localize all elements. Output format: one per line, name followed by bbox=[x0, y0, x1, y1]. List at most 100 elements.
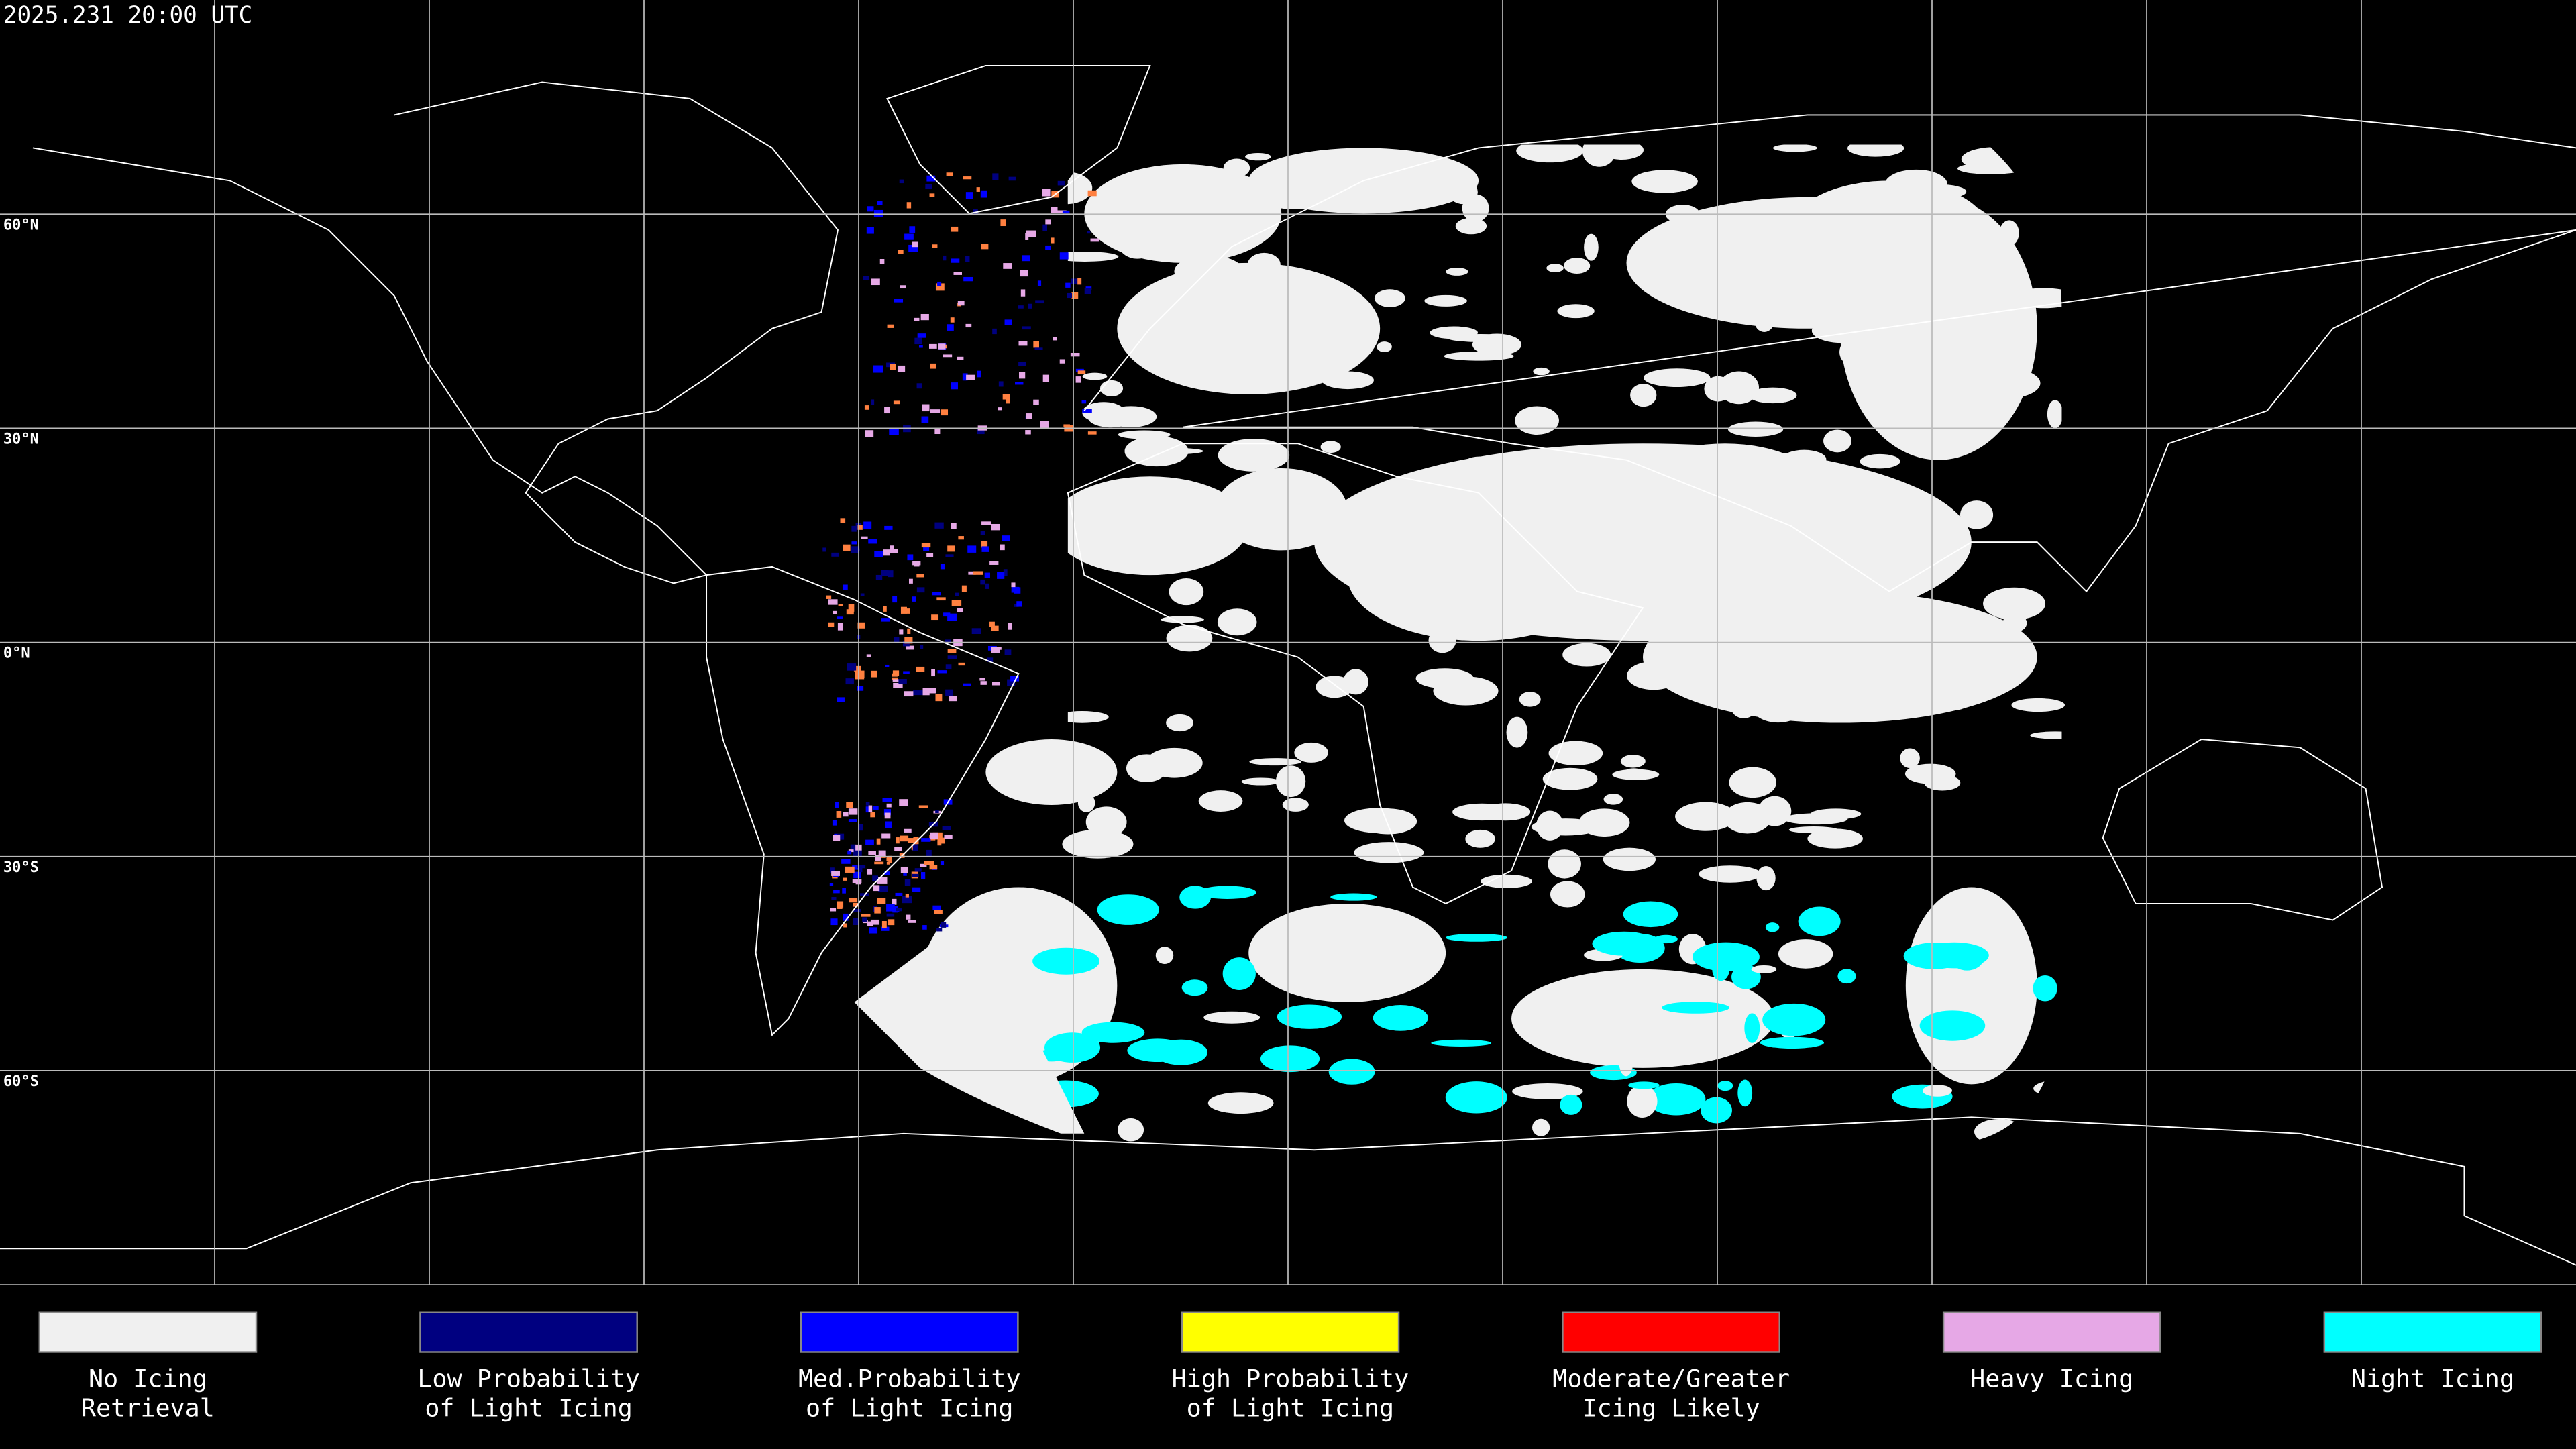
cloud-fragment bbox=[1294, 742, 1328, 763]
cloud-fragment bbox=[1402, 564, 1454, 584]
icing-pixel bbox=[904, 691, 914, 697]
cloud-fragment bbox=[1039, 743, 1067, 769]
cloud-fragment bbox=[1584, 233, 1599, 261]
icing-pixel bbox=[842, 584, 848, 590]
icing-pixel bbox=[904, 828, 912, 833]
icing-pixel bbox=[852, 879, 862, 883]
icing-pixel bbox=[855, 670, 865, 678]
icing-pixel bbox=[828, 622, 835, 627]
cloud-fragment bbox=[1851, 253, 1896, 284]
icing-pixel bbox=[1020, 289, 1026, 297]
lat-label: 60°S bbox=[3, 1073, 39, 1090]
icing-pixel bbox=[979, 678, 985, 681]
icing-pixel bbox=[883, 549, 890, 556]
icing-pixel bbox=[847, 850, 852, 855]
icing-pixel bbox=[906, 645, 914, 650]
icing-pixel bbox=[923, 545, 930, 551]
cloud-fragment bbox=[1320, 441, 1341, 453]
cloud-fragment bbox=[1179, 885, 1211, 909]
icing-pixel bbox=[1063, 424, 1070, 427]
icing-pixel bbox=[853, 902, 859, 907]
cloud-fragment bbox=[1430, 326, 1478, 339]
cloud-fragment bbox=[1823, 429, 1852, 453]
icing-pixel bbox=[936, 928, 943, 932]
cloud-fragment bbox=[1399, 476, 1425, 500]
icing-pixel bbox=[831, 897, 837, 900]
icing-pixel bbox=[835, 802, 839, 808]
cloud-fragment bbox=[1620, 755, 1646, 768]
cloud-fragment bbox=[1275, 765, 1306, 798]
cloud-fragment bbox=[1124, 436, 1189, 467]
cloud-fragment bbox=[1146, 747, 1203, 778]
cloud-fragment bbox=[1799, 225, 1830, 244]
icing-pixel bbox=[916, 574, 924, 578]
icing-pixel bbox=[1042, 374, 1050, 382]
cloud-fragment bbox=[1172, 184, 1186, 214]
icing-pixel bbox=[853, 665, 861, 672]
cloud-no-retrieval bbox=[1626, 443, 1824, 543]
cloud-fragment bbox=[1155, 947, 1174, 964]
icing-pixel bbox=[1042, 189, 1051, 197]
icing-pixel bbox=[930, 832, 938, 839]
lat-label: 60°N bbox=[3, 217, 39, 233]
icing-pixel bbox=[1087, 190, 1097, 197]
icing-pixel bbox=[893, 682, 903, 688]
icing-pixel bbox=[892, 679, 902, 682]
icing-pixel bbox=[884, 812, 891, 819]
icing-pixel bbox=[1082, 409, 1092, 413]
cloud-fragment bbox=[1762, 1003, 1826, 1036]
icing-pixel bbox=[900, 606, 907, 614]
icing-pixel bbox=[943, 354, 953, 358]
cloud-fragment bbox=[1646, 1083, 1706, 1116]
icing-pixel bbox=[958, 536, 964, 540]
icing-pixel bbox=[892, 906, 898, 913]
icing-pixel bbox=[900, 866, 908, 873]
icing-pixel bbox=[991, 523, 1000, 531]
icing-pixel bbox=[837, 697, 845, 702]
cloud-fragment bbox=[1260, 183, 1328, 209]
cloud-fragment bbox=[1751, 965, 1777, 973]
cloud-fragment bbox=[1174, 255, 1244, 288]
icing-pixel bbox=[989, 621, 995, 627]
cloud-fragment bbox=[1217, 608, 1257, 636]
icing-pixel bbox=[929, 343, 937, 349]
coast-australia bbox=[2102, 739, 2383, 921]
icing-pixel bbox=[863, 276, 869, 280]
icing-pixel bbox=[857, 865, 866, 869]
icing-pixel bbox=[890, 364, 896, 370]
icing-pixel bbox=[1022, 326, 1031, 330]
icing-pixel bbox=[1011, 586, 1020, 593]
icing-pixel bbox=[1018, 341, 1028, 346]
cloud-fragment bbox=[1322, 371, 1374, 390]
icing-pixel bbox=[1034, 347, 1043, 350]
icing-pixel bbox=[867, 206, 874, 212]
icing-pixel bbox=[966, 374, 975, 380]
cloud-fragment bbox=[1532, 1118, 1550, 1136]
cloud-fragment bbox=[1118, 1118, 1144, 1142]
cloud-fragment bbox=[1313, 280, 1351, 309]
cloud-fragment bbox=[1249, 758, 1301, 766]
cloud-fragment bbox=[1155, 220, 1169, 243]
icing-pixel bbox=[1042, 224, 1048, 231]
icing-pixel bbox=[920, 313, 929, 321]
cloud-fragment bbox=[1509, 486, 1566, 506]
icing-pixel bbox=[875, 574, 883, 580]
cloud-fragment bbox=[1178, 527, 1193, 552]
legend-label: Low Probability bbox=[417, 1364, 640, 1393]
icing-pixel bbox=[896, 837, 900, 844]
icing-pixel bbox=[838, 604, 843, 606]
icing-pixel bbox=[927, 688, 936, 694]
cloud-fragment bbox=[1354, 842, 1424, 863]
coast-africa bbox=[1067, 443, 1644, 905]
icing-pixel bbox=[878, 885, 888, 892]
cloud-fragment bbox=[1662, 1002, 1729, 1014]
cloud-fragment bbox=[1725, 537, 1785, 561]
icing-pixel bbox=[932, 592, 941, 596]
cloud-fragment bbox=[1675, 802, 1737, 831]
icing-pixel bbox=[976, 187, 980, 192]
icing-pixel bbox=[963, 176, 972, 180]
icing-pixel bbox=[916, 666, 925, 672]
icing-pixel bbox=[843, 923, 847, 928]
